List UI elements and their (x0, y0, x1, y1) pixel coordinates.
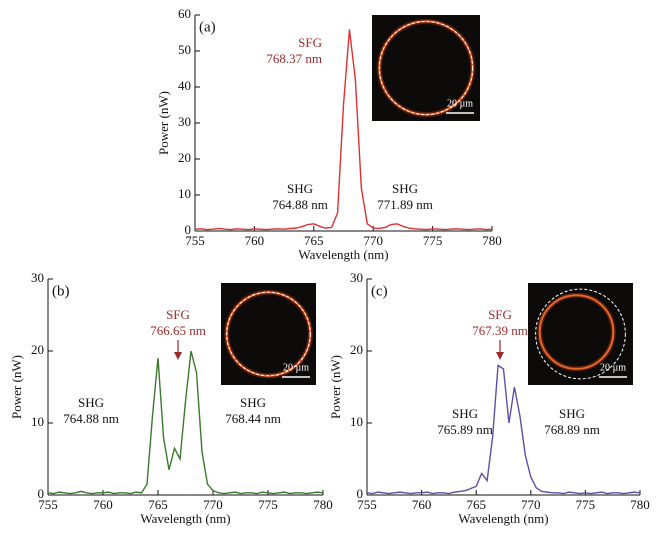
y-tick-label: 10 (350, 414, 363, 429)
y-axis-title: Power (nW) (156, 91, 171, 155)
y-tick-label: 20 (178, 150, 191, 165)
x-tick-label: 755 (357, 497, 377, 512)
data-line (47, 350, 324, 495)
scale-label: 20 µm (283, 362, 309, 373)
inset-outline (378, 20, 474, 116)
annotation: SFG (488, 307, 512, 322)
x-tick-label: 770 (521, 497, 541, 512)
x-tick-label: 770 (363, 233, 383, 248)
y-tick-label: 10 (178, 186, 191, 201)
arrow-head (496, 352, 504, 360)
scale-label: 20 µm (600, 362, 626, 373)
x-tick-label: 760 (245, 233, 265, 248)
y-tick-label: 0 (38, 486, 45, 501)
annotation: SFG (298, 35, 322, 50)
x-tick-label: 755 (185, 233, 205, 248)
annotation: 764.88 nm (272, 197, 328, 212)
x-tick-label: 780 (482, 233, 502, 248)
x-axis-title: Wavelength (nm) (458, 511, 548, 526)
y-tick-label: 30 (31, 270, 44, 285)
x-axis-title: Wavelength (nm) (140, 511, 230, 526)
chart-panel: 0 10 20 30 40 50 60 755 760 765 770 775 780 Wavelengt… (156, 6, 502, 262)
panel-label: (a) (199, 19, 216, 35)
x-tick-label: 765 (304, 233, 324, 248)
x-axis-title: Wavelength (nm) (298, 247, 388, 262)
annotation: 767.39 nm (472, 323, 528, 338)
panel-label: (c) (371, 283, 388, 299)
annotation: 764.88 nm (63, 411, 119, 426)
inset-image (372, 15, 480, 121)
annotation: SHG (287, 181, 313, 196)
x-tick-label: 755 (38, 497, 58, 512)
y-tick-label: 30 (350, 270, 363, 285)
x-tick-label: 775 (423, 233, 443, 248)
annotation: 765.89 nm (437, 422, 493, 437)
y-tick-label: 40 (178, 78, 191, 93)
x-tick-label: 780 (313, 497, 333, 512)
x-tick-label: 775 (258, 497, 278, 512)
x-tick-label: 760 (412, 497, 432, 512)
x-tick-label: 780 (630, 497, 650, 512)
y-tick-label: 20 (350, 342, 363, 357)
y-axis-title: Power (nW) (328, 355, 343, 419)
y-tick-label: 0 (185, 222, 192, 237)
inset-outline (226, 291, 311, 377)
x-tick-label: 775 (576, 497, 596, 512)
scale-label: 20 µm (447, 98, 473, 109)
annotation: 771.89 nm (377, 197, 433, 212)
annotation: 768.37 nm (266, 51, 322, 66)
arrow-head (174, 352, 182, 360)
x-tick-label: 765 (466, 497, 486, 512)
y-axis-title: Power (nW) (9, 355, 24, 419)
annotation: 768.89 nm (544, 422, 600, 437)
annotation: SHG (452, 406, 478, 421)
annotation: 768.44 nm (225, 411, 281, 426)
annotation: SHG (392, 181, 418, 196)
data-line (366, 364, 641, 495)
annotation: SHG (240, 395, 266, 410)
chart-panel: 0 10 20 30 755 760 765 770 775 780 Wavelength (nm)… (9, 270, 333, 526)
annotation: 766.65 nm (150, 323, 206, 338)
x-tick-label: 760 (93, 497, 113, 512)
annotation: SHG (559, 406, 585, 421)
y-tick-label: 30 (178, 114, 191, 129)
x-tick-label: 765 (148, 497, 168, 512)
y-tick-label: 10 (31, 414, 44, 429)
chart-panel: 0 10 20 30 755 760 765 770 775 780 Wavelength (nm)… (328, 270, 650, 526)
inset-image (221, 283, 316, 385)
annotation: SHG (78, 395, 104, 410)
data-line (194, 29, 493, 231)
inset-ring (538, 294, 615, 370)
inset-outline (535, 288, 626, 380)
y-tick-label: 60 (178, 6, 191, 21)
y-tick-label: 50 (178, 42, 191, 57)
x-tick-label: 770 (203, 497, 223, 512)
y-tick-label: 0 (357, 486, 364, 501)
y-tick-label: 20 (31, 342, 44, 357)
annotation: SFG (166, 307, 190, 322)
panel-label: (b) (52, 283, 70, 299)
